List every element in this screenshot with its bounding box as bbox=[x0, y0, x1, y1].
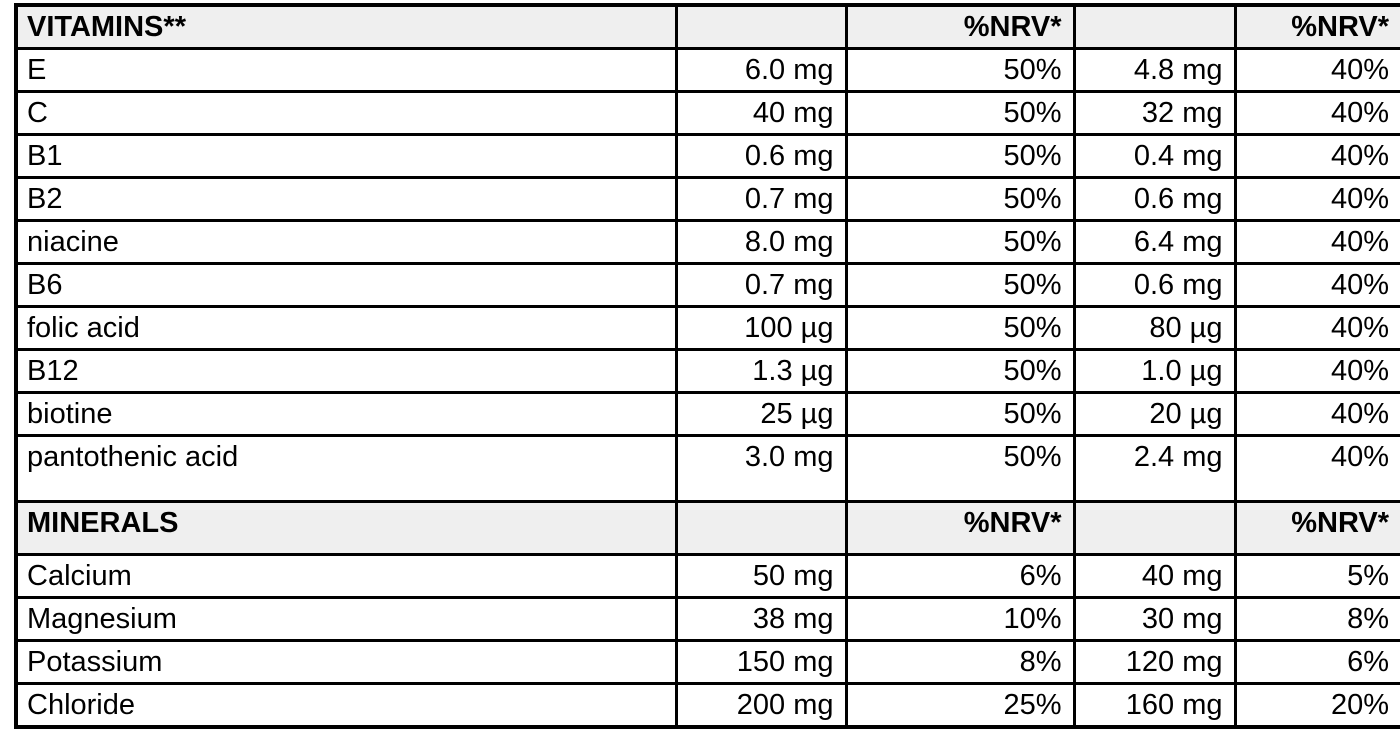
amount-col1-cell: 38 mg bbox=[674, 596, 848, 642]
amount-col2-cell: 30 mg bbox=[1072, 596, 1237, 642]
table-row: B6 0.7 mg 50% 0.6 mg 40% bbox=[14, 262, 1400, 308]
amount-col2-cell: 2.4 mg bbox=[1072, 434, 1237, 503]
nrv-col2-cell: 40% bbox=[1233, 176, 1400, 222]
amount-col2-cell: 4.8 mg bbox=[1072, 47, 1237, 93]
table-row: pantothenic acid 3.0 mg 50% 2.4 mg 40% bbox=[14, 434, 1400, 503]
nutrition-table: VITAMINS** %NRV* %NRV* E 6.0 mg 50% 4.8 … bbox=[14, 3, 1400, 729]
amount-col1-cell: 0.7 mg bbox=[674, 262, 848, 308]
nrv-col1-cell: 50% bbox=[844, 47, 1076, 93]
amount-col1-cell: 150 mg bbox=[674, 639, 848, 685]
amount-col1-cell: 200 mg bbox=[674, 682, 848, 729]
nutrient-name: B2 bbox=[14, 176, 678, 222]
amount-col2-cell: 120 mg bbox=[1072, 639, 1237, 685]
nutrient-name: Chloride bbox=[14, 682, 678, 729]
vitamins-header-amount2-cell bbox=[1072, 3, 1237, 50]
nutrient-name: pantothenic acid bbox=[14, 434, 678, 503]
minerals-section-title: MINERALS bbox=[14, 500, 678, 556]
amount-col1-cell: 40 mg bbox=[674, 90, 848, 136]
nrv-col2-cell: 40% bbox=[1233, 391, 1400, 437]
nrv-col1-cell: 50% bbox=[844, 90, 1076, 136]
nutrient-name: E bbox=[14, 47, 678, 93]
amount-col2-cell: 160 mg bbox=[1072, 682, 1237, 729]
minerals-section-header-row: MINERALS %NRV* %NRV* bbox=[14, 500, 1400, 556]
nutrient-name: niacine bbox=[14, 219, 678, 265]
nrv-col1-cell: 6% bbox=[844, 553, 1076, 599]
nutrient-name: Magnesium bbox=[14, 596, 678, 642]
nrv-col2-cell: 40% bbox=[1233, 434, 1400, 503]
nutrient-name: B1 bbox=[14, 133, 678, 179]
nrv-col1-cell: 50% bbox=[844, 305, 1076, 351]
table-row: Chloride 200 mg 25% 160 mg 20% bbox=[14, 682, 1400, 729]
amount-col2-cell: 0.6 mg bbox=[1072, 262, 1237, 308]
amount-col1-cell: 6.0 mg bbox=[674, 47, 848, 93]
amount-col1-cell: 50 mg bbox=[674, 553, 848, 599]
amount-col1-cell: 25 µg bbox=[674, 391, 848, 437]
minerals-header-nrv1-label: %NRV* bbox=[844, 500, 1076, 556]
nrv-col2-cell: 40% bbox=[1233, 47, 1400, 93]
amount-col2-cell: 1.0 µg bbox=[1072, 348, 1237, 394]
nutrient-name: Calcium bbox=[14, 553, 678, 599]
vitamins-section-header-row: VITAMINS** %NRV* %NRV* bbox=[14, 3, 1400, 50]
vitamins-header-nrv2-label: %NRV* bbox=[1233, 3, 1400, 50]
table-row: niacine 8.0 mg 50% 6.4 mg 40% bbox=[14, 219, 1400, 265]
nrv-col1-cell: 10% bbox=[844, 596, 1076, 642]
vitamins-header-nrv1-label: %NRV* bbox=[844, 3, 1076, 50]
nrv-col1-cell: 8% bbox=[844, 639, 1076, 685]
amount-col2-cell: 80 µg bbox=[1072, 305, 1237, 351]
table-row: Magnesium 38 mg 10% 30 mg 8% bbox=[14, 596, 1400, 642]
nrv-col1-cell: 50% bbox=[844, 391, 1076, 437]
vitamins-section-title: VITAMINS** bbox=[14, 3, 678, 50]
nrv-col1-cell: 50% bbox=[844, 219, 1076, 265]
nutrient-name: C bbox=[14, 90, 678, 136]
nrv-col2-cell: 40% bbox=[1233, 219, 1400, 265]
minerals-header-nrv2-label: %NRV* bbox=[1233, 500, 1400, 556]
table-row: B2 0.7 mg 50% 0.6 mg 40% bbox=[14, 176, 1400, 222]
amount-col1-cell: 0.6 mg bbox=[674, 133, 848, 179]
amount-col2-cell: 40 mg bbox=[1072, 553, 1237, 599]
nrv-col1-cell: 25% bbox=[844, 682, 1076, 729]
nutrient-name: biotine bbox=[14, 391, 678, 437]
nrv-col1-cell: 50% bbox=[844, 348, 1076, 394]
nutrient-name: B6 bbox=[14, 262, 678, 308]
amount-col2-cell: 32 mg bbox=[1072, 90, 1237, 136]
table-row: B1 0.6 mg 50% 0.4 mg 40% bbox=[14, 133, 1400, 179]
nrv-col2-cell: 40% bbox=[1233, 133, 1400, 179]
table-row: Calcium 50 mg 6% 40 mg 5% bbox=[14, 553, 1400, 599]
table-row: E 6.0 mg 50% 4.8 mg 40% bbox=[14, 47, 1400, 93]
amount-col1-cell: 3.0 mg bbox=[674, 434, 848, 503]
nrv-col2-cell: 40% bbox=[1233, 305, 1400, 351]
amount-col1-cell: 8.0 mg bbox=[674, 219, 848, 265]
table-row: C 40 mg 50% 32 mg 40% bbox=[14, 90, 1400, 136]
amount-col1-cell: 0.7 mg bbox=[674, 176, 848, 222]
vitamins-header-amount1-cell bbox=[674, 3, 848, 50]
nrv-col2-cell: 40% bbox=[1233, 262, 1400, 308]
nutrient-name: folic acid bbox=[14, 305, 678, 351]
amount-col1-cell: 100 µg bbox=[674, 305, 848, 351]
table-row: Potassium 150 mg 8% 120 mg 6% bbox=[14, 639, 1400, 685]
table-row: B12 1.3 µg 50% 1.0 µg 40% bbox=[14, 348, 1400, 394]
nrv-col1-cell: 50% bbox=[844, 434, 1076, 503]
nutrient-name: Potassium bbox=[14, 639, 678, 685]
amount-col1-cell: 1.3 µg bbox=[674, 348, 848, 394]
nrv-col2-cell: 6% bbox=[1233, 639, 1400, 685]
nrv-col1-cell: 50% bbox=[844, 262, 1076, 308]
minerals-header-amount1-cell bbox=[674, 500, 848, 556]
amount-col2-cell: 20 µg bbox=[1072, 391, 1237, 437]
amount-col2-cell: 6.4 mg bbox=[1072, 219, 1237, 265]
nrv-col2-cell: 5% bbox=[1233, 553, 1400, 599]
nrv-col1-cell: 50% bbox=[844, 176, 1076, 222]
nrv-col2-cell: 20% bbox=[1233, 682, 1400, 729]
nrv-col2-cell: 40% bbox=[1233, 348, 1400, 394]
nrv-col1-cell: 50% bbox=[844, 133, 1076, 179]
nrv-col2-cell: 8% bbox=[1233, 596, 1400, 642]
amount-col2-cell: 0.6 mg bbox=[1072, 176, 1237, 222]
amount-col2-cell: 0.4 mg bbox=[1072, 133, 1237, 179]
table-row: biotine 25 µg 50% 20 µg 40% bbox=[14, 391, 1400, 437]
nrv-col2-cell: 40% bbox=[1233, 90, 1400, 136]
table-row: folic acid 100 µg 50% 80 µg 40% bbox=[14, 305, 1400, 351]
nutrient-name: B12 bbox=[14, 348, 678, 394]
minerals-header-amount2-cell bbox=[1072, 500, 1237, 556]
